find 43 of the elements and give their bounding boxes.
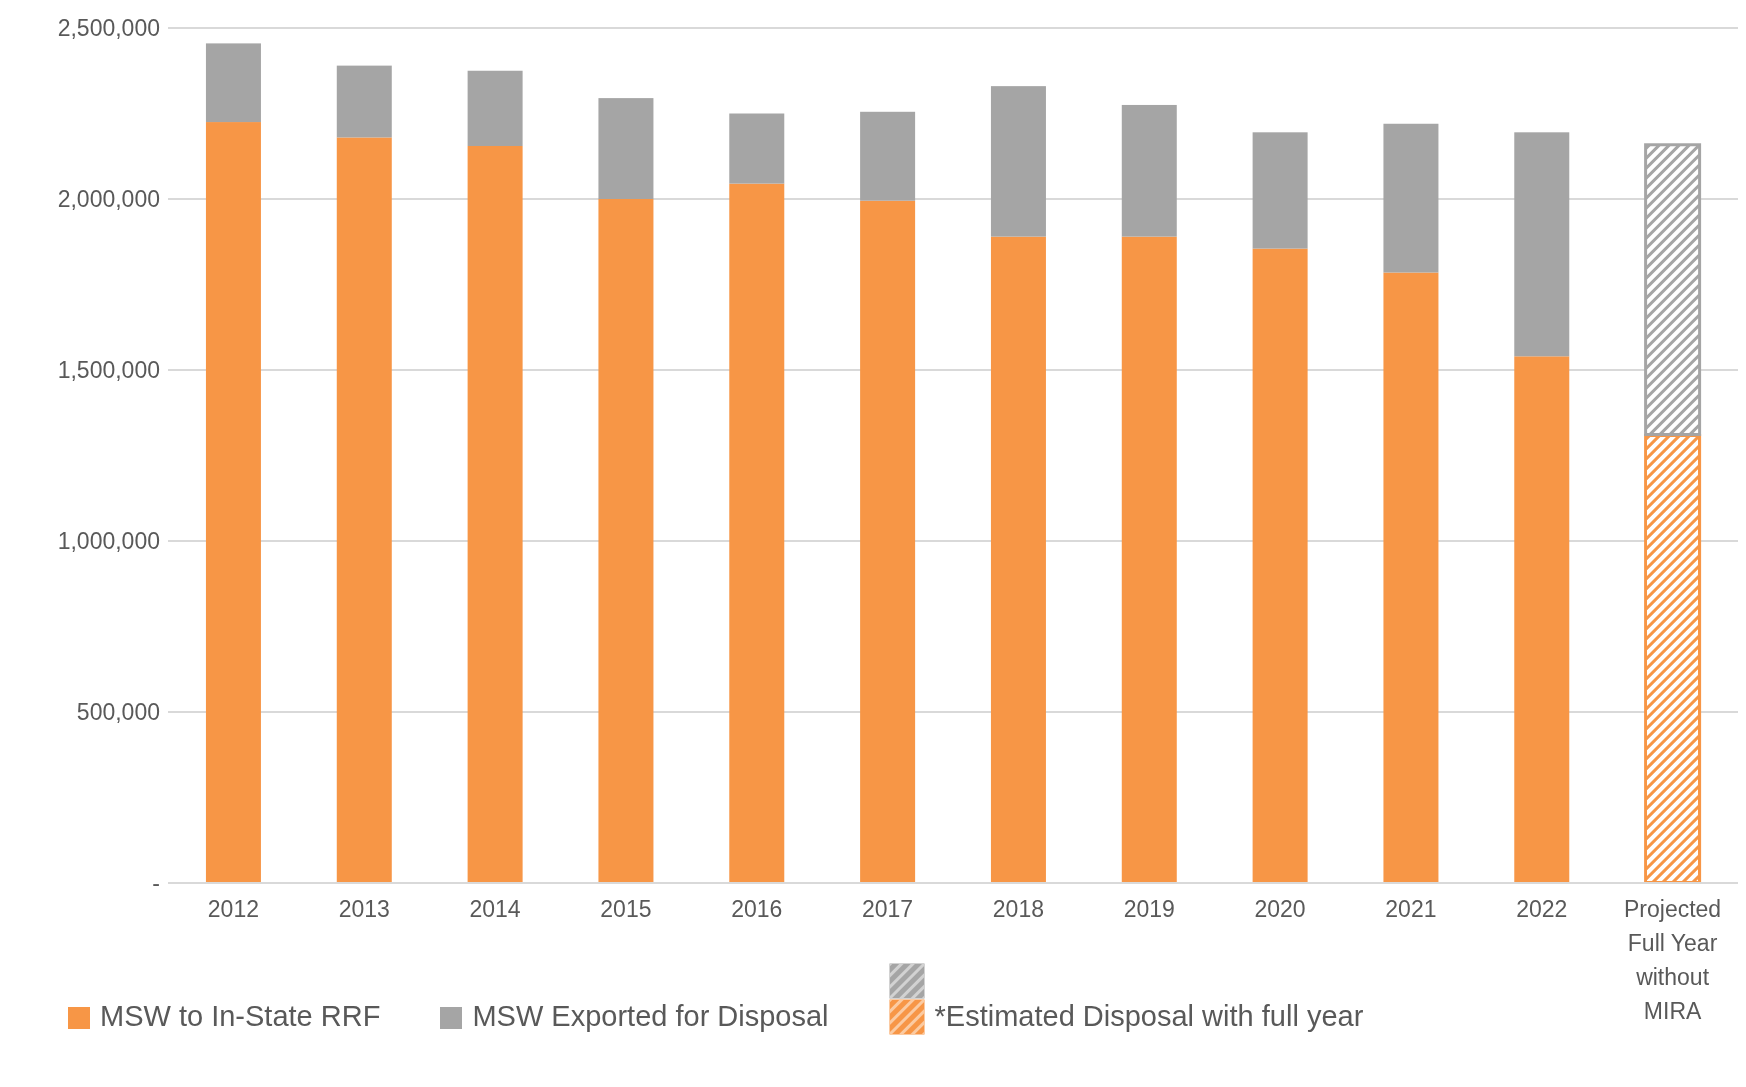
x-tick-label: 2015 [600, 896, 652, 922]
bar [1383, 272, 1439, 883]
x-tick-label: 2012 [207, 896, 259, 922]
bar [205, 43, 261, 123]
y-tick-label: 2,000,000 [57, 186, 160, 213]
x-tick-label: 2014 [469, 896, 521, 922]
y-tick-label: 500,000 [76, 699, 160, 726]
bar [729, 113, 785, 184]
legend-label: MSW to In-State RRF [100, 1000, 381, 1033]
bar [1514, 356, 1570, 883]
bar [990, 86, 1046, 237]
bar [1121, 236, 1177, 883]
bar [205, 122, 261, 883]
bar [1383, 123, 1439, 273]
x-tick-label: Projected Full Year without MIRA [1624, 896, 1722, 1024]
bar [1252, 248, 1308, 883]
bar [990, 236, 1046, 883]
legend-label: *Estimated Disposal with full year [934, 1000, 1364, 1033]
bar [1252, 132, 1308, 249]
x-tick-label: 2020 [1254, 896, 1306, 922]
x-tick-label: 2016 [731, 896, 783, 922]
x-tick-label: 2017 [862, 896, 914, 922]
bar [598, 199, 654, 883]
y-tick-label: 2,500,000 [57, 15, 160, 42]
x-tick-label: 2022 [1516, 896, 1568, 922]
x-tick-label: 2021 [1385, 896, 1437, 922]
bar [860, 111, 916, 201]
bar [1514, 132, 1570, 357]
bar [336, 137, 392, 883]
bar [467, 145, 523, 883]
x-tick-label: 2019 [1123, 896, 1175, 922]
bar [729, 183, 785, 883]
x-tick-label: 2013 [338, 896, 390, 922]
bar [1121, 104, 1177, 237]
y-tick-label: - [152, 870, 160, 897]
legend-label: MSW Exported for Disposal [472, 1000, 829, 1033]
y-tick-label: 1,500,000 [57, 357, 160, 384]
bar [598, 98, 654, 199]
bar [467, 70, 523, 146]
x-tick-label: 2018 [992, 896, 1044, 922]
bar [860, 200, 916, 883]
y-tick-label: 1,000,000 [57, 528, 160, 555]
bar [336, 65, 392, 138]
